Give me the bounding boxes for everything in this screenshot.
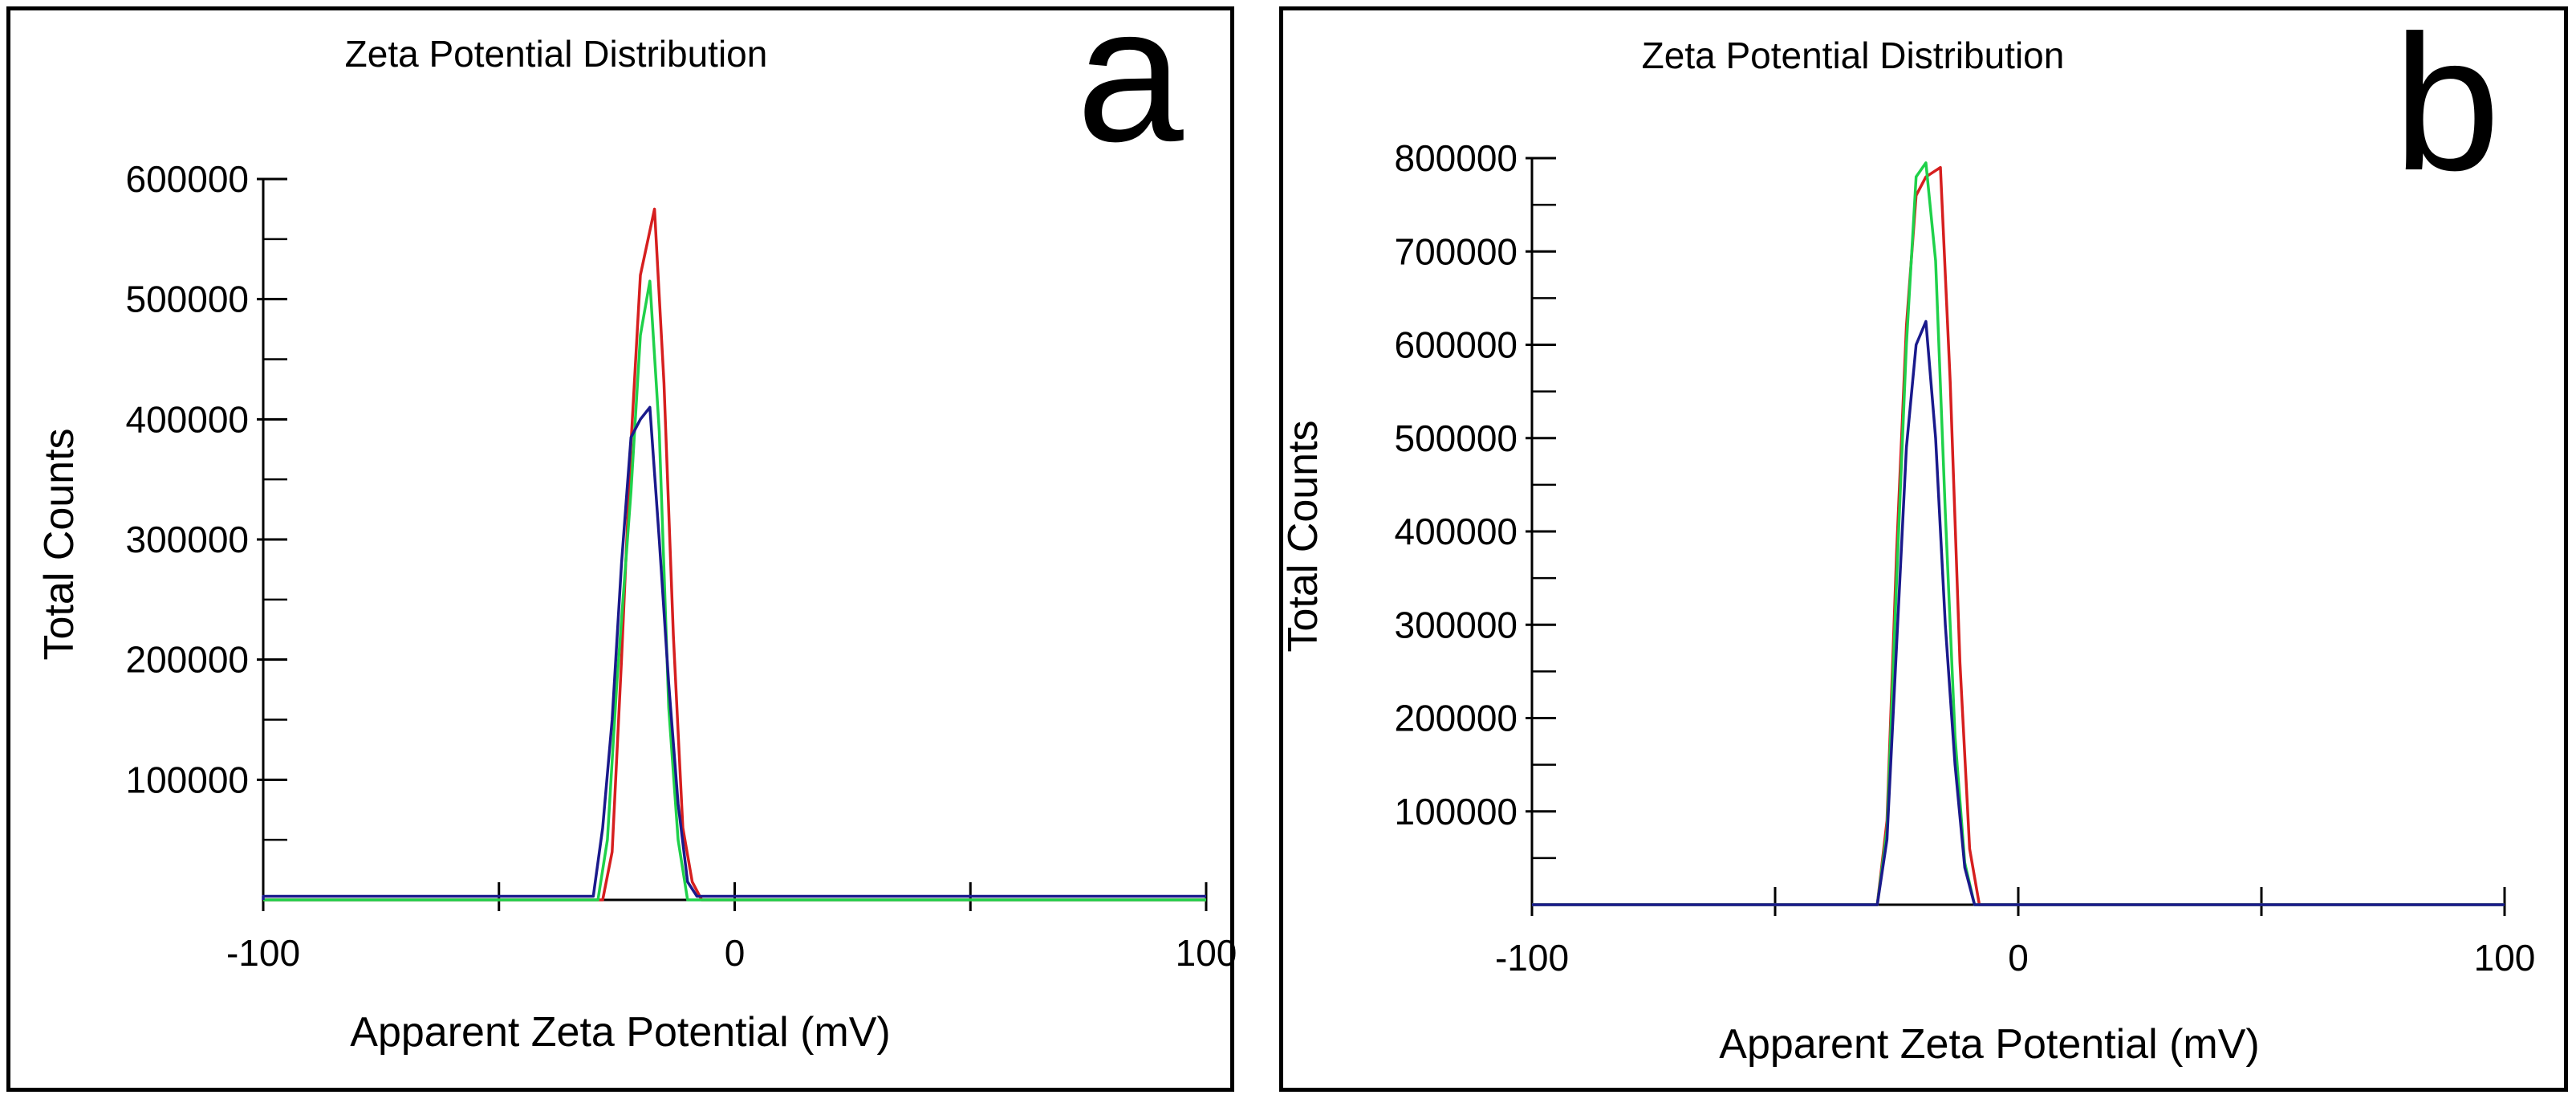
y-tick-label: 500000 xyxy=(126,279,250,320)
y-tick-label: 700000 xyxy=(1395,230,1518,272)
y-tick-label: 800000 xyxy=(1395,137,1518,179)
x-tick-label: 0 xyxy=(725,932,746,974)
series-line-3 xyxy=(262,405,1206,900)
y-tick-label: 600000 xyxy=(1395,324,1518,366)
series-line-2 xyxy=(1532,161,2505,906)
chart-panel-a: Zeta Potential Distribution a Apparent Z… xyxy=(6,0,1237,1092)
x-axis-label: Apparent Zeta Potential (mV) xyxy=(1719,1021,2259,1068)
y-tick-label: 100000 xyxy=(126,759,250,800)
y-tick-label: 400000 xyxy=(1395,511,1518,552)
x-axis-label: Apparent Zeta Potential (mV) xyxy=(350,1009,890,1056)
y-tick-label: 200000 xyxy=(126,639,250,681)
x-tick-label: 100 xyxy=(2474,937,2536,979)
series-line-3 xyxy=(1532,320,2505,906)
y-tick-label: 500000 xyxy=(1395,417,1518,459)
chart-svg-b: Zeta Potential Distribution b Apparent Z… xyxy=(1280,0,2536,1068)
y-tick-label: 100000 xyxy=(1395,791,1518,832)
panel-letter: a xyxy=(1076,0,1184,181)
x-tick-label: 100 xyxy=(1176,932,1237,974)
y-tick-label: 300000 xyxy=(1395,604,1518,645)
chart-panel-b: Zeta Potential Distribution b Apparent Z… xyxy=(1279,0,2568,1092)
x-tick-label: 0 xyxy=(2008,937,2029,979)
y-axis-label: Total Counts xyxy=(36,428,83,660)
y-tick-label: 400000 xyxy=(126,398,250,440)
chart-title: Zeta Potential Distribution xyxy=(345,33,768,75)
x-tick-label: -100 xyxy=(1495,937,1569,979)
chart-svg-a: Zeta Potential Distribution a Apparent Z… xyxy=(36,0,1237,1056)
series-line-1 xyxy=(1532,165,2505,906)
series-line-2 xyxy=(263,279,1206,902)
x-tick-label: -100 xyxy=(226,932,300,974)
y-tick-label: 600000 xyxy=(126,158,250,200)
y-tick-label: 200000 xyxy=(1395,698,1518,739)
y-axis-label: Total Counts xyxy=(1280,420,1327,652)
chart-title: Zeta Potential Distribution xyxy=(1642,35,2065,76)
y-tick-label: 300000 xyxy=(126,519,250,560)
panel-letter: b xyxy=(2393,0,2500,210)
series-line-1 xyxy=(263,207,1206,902)
